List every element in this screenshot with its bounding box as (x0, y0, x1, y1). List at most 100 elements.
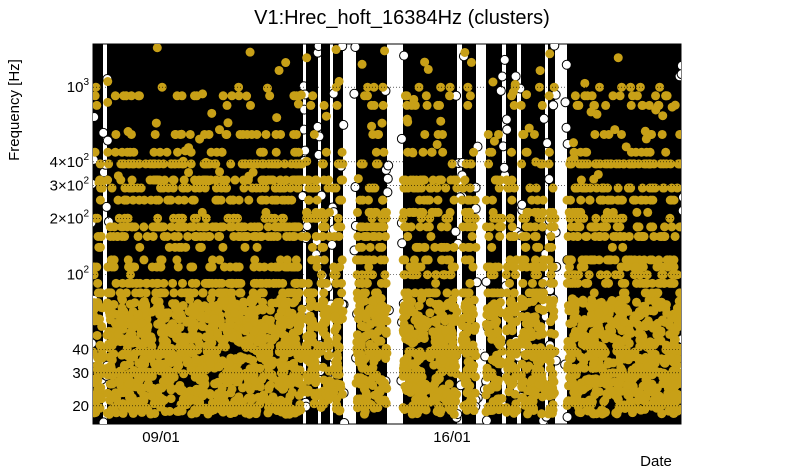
point-filled (411, 349, 421, 359)
point-filled (261, 278, 271, 288)
point-filled (620, 278, 630, 288)
point-filled (508, 87, 518, 97)
point-filled (278, 213, 288, 223)
point-filled (122, 195, 132, 205)
point-filled (202, 347, 212, 357)
point-filled (362, 278, 372, 288)
point-filled (195, 134, 205, 144)
point-filled (185, 129, 195, 139)
point-filled (420, 379, 430, 389)
point-filled (572, 222, 582, 232)
point-filled (528, 312, 538, 322)
point-filled (598, 195, 608, 205)
point-filled (369, 82, 379, 92)
point-filled (331, 45, 341, 55)
point-filled (437, 175, 447, 185)
point-filled (353, 330, 363, 340)
point-filled (605, 385, 615, 395)
point-filled (246, 395, 256, 405)
point-filled (137, 318, 147, 328)
point-filled (544, 255, 554, 265)
point-filled (190, 183, 200, 193)
point-filled (265, 91, 275, 101)
point-filled (665, 278, 675, 288)
point-filled (152, 278, 162, 288)
point-filled (321, 147, 331, 157)
point-filled (607, 242, 617, 252)
point-filled (110, 147, 120, 157)
point-filled (172, 91, 182, 101)
point-filled (667, 183, 677, 193)
point-filled (331, 369, 341, 379)
point-filled (398, 325, 408, 335)
point-filled (403, 231, 413, 241)
point-filled (179, 369, 189, 379)
point-filled (207, 108, 217, 118)
point-hollow (339, 417, 350, 424)
point-filled (668, 391, 678, 401)
point-filled (289, 231, 299, 241)
point-filled (176, 348, 186, 358)
point-filled (123, 213, 133, 223)
point-filled (358, 222, 368, 232)
point-filled (361, 309, 371, 319)
point-filled (422, 222, 432, 232)
point-filled (353, 394, 363, 404)
point-filled (402, 100, 412, 110)
point-filled (489, 213, 499, 223)
point-filled (528, 352, 538, 362)
point-filled (93, 213, 102, 223)
point-filled (502, 288, 512, 298)
point-filled (484, 231, 494, 241)
point-filled (249, 159, 259, 169)
point-filled (319, 297, 329, 307)
point-filled (178, 301, 188, 311)
point-filled (179, 175, 189, 185)
point-filled (636, 405, 646, 415)
y-tick-label: 103 (67, 77, 90, 96)
point-hollow (549, 44, 560, 51)
point-filled (487, 242, 497, 252)
point-filled (206, 147, 216, 157)
point-filled (187, 317, 197, 327)
point-filled (462, 388, 472, 398)
point-filled (507, 195, 517, 205)
point-filled (571, 183, 581, 193)
point-filled (520, 255, 530, 265)
point-filled (357, 359, 367, 369)
point-filled (302, 231, 312, 241)
point-filled (178, 278, 188, 288)
point-filled (672, 303, 681, 313)
point-filled (642, 270, 652, 280)
point-filled (658, 372, 668, 382)
point-filled (329, 388, 339, 398)
point-filled (211, 278, 221, 288)
point-filled (507, 321, 517, 331)
point-filled (505, 231, 515, 241)
point-filled (534, 262, 544, 272)
point-filled (578, 385, 588, 395)
point-filled (189, 195, 199, 205)
point-filled (641, 195, 651, 205)
point-filled (635, 342, 645, 352)
point-filled (465, 91, 475, 101)
point-filled (413, 242, 423, 252)
point-filled (664, 406, 674, 416)
point-filled (354, 278, 364, 288)
point-filled (422, 100, 432, 110)
point-filled (293, 351, 303, 361)
point-filled (510, 270, 520, 280)
point-filled (491, 307, 501, 317)
point-filled (546, 317, 556, 327)
point-filled (594, 231, 604, 241)
point-filled (146, 409, 156, 419)
point-filled (94, 178, 104, 188)
y-tick-label: 30 (72, 365, 89, 382)
point-filled (613, 53, 623, 63)
point-filled (670, 325, 680, 335)
point-filled (153, 213, 163, 223)
point-filled (669, 195, 679, 205)
point-filled (661, 91, 671, 101)
point-filled (353, 231, 363, 241)
point-filled (654, 255, 664, 265)
